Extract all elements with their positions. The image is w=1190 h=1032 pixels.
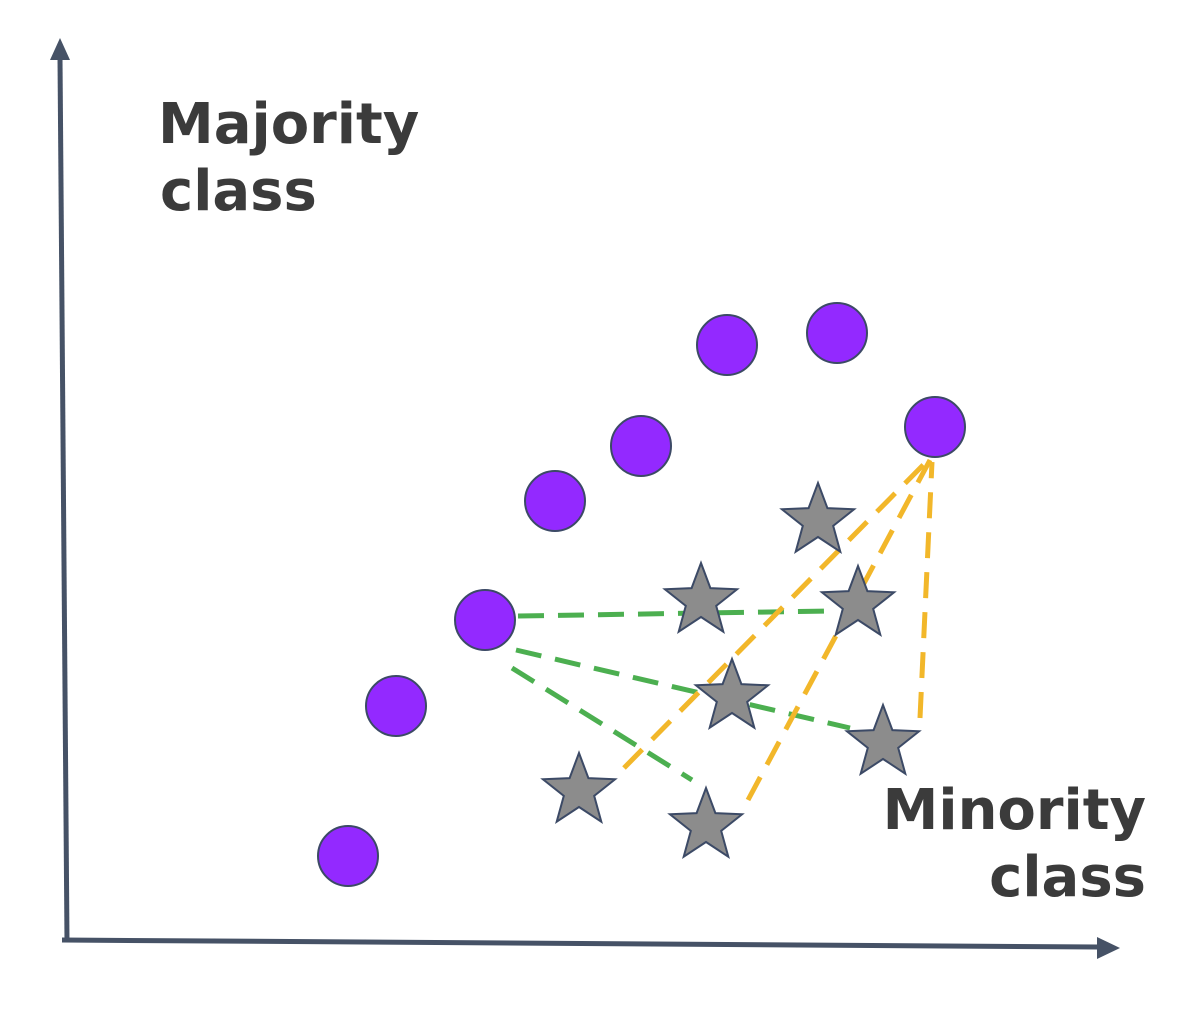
orange-link [917, 461, 935, 719]
majority-point [454, 589, 516, 651]
x-axis-arrowhead-icon [1097, 937, 1120, 959]
majority-point [904, 396, 966, 458]
majority-point [696, 314, 758, 376]
majority-point [524, 470, 586, 532]
minority-point-star-icon [844, 702, 922, 776]
majority-point [317, 825, 379, 887]
x-axis [61, 937, 1099, 950]
majority-label-line1: Majority [158, 92, 419, 157]
majority-label-line2: class [160, 159, 317, 224]
minority-point-star-icon [693, 656, 771, 730]
y-axis [57, 57, 70, 943]
majority-point [806, 302, 868, 364]
y-axis-arrowhead-icon [50, 38, 70, 60]
majority-class-label: Majority class [158, 92, 419, 224]
minority-point-star-icon [819, 563, 897, 637]
minority-point-star-icon [779, 480, 857, 554]
green-link [510, 665, 694, 783]
majority-point [610, 415, 672, 477]
minority-point-star-icon [662, 560, 740, 634]
minority-label-line2: class [989, 845, 1146, 910]
minority-class-label: Minority class [883, 778, 1146, 910]
minority-label-line1: Minority [883, 778, 1146, 843]
minority-points [540, 480, 922, 859]
minority-point-star-icon [540, 750, 618, 824]
green-link [517, 608, 831, 619]
orange-link [622, 456, 932, 770]
majority-points [317, 302, 966, 887]
green-link [515, 647, 851, 731]
green-links [510, 608, 851, 783]
majority-point [365, 675, 427, 737]
orange-link [745, 458, 933, 802]
orange-links [622, 456, 935, 802]
axes [50, 38, 1120, 959]
minority-point-star-icon [667, 785, 745, 859]
